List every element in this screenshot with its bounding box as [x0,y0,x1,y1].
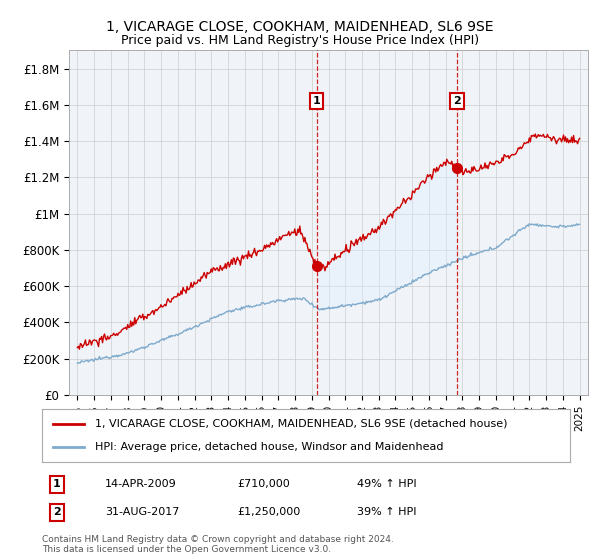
Text: 1, VICARAGE CLOSE, COOKHAM, MAIDENHEAD, SL6 9SE (detached house): 1, VICARAGE CLOSE, COOKHAM, MAIDENHEAD, … [95,419,508,429]
Text: £1,250,000: £1,250,000 [237,507,300,517]
Text: 1: 1 [313,96,320,106]
Text: 49% ↑ HPI: 49% ↑ HPI [357,479,416,489]
Text: Price paid vs. HM Land Registry's House Price Index (HPI): Price paid vs. HM Land Registry's House … [121,34,479,46]
Text: 2: 2 [53,507,61,517]
Text: HPI: Average price, detached house, Windsor and Maidenhead: HPI: Average price, detached house, Wind… [95,442,443,452]
Text: 2: 2 [453,96,461,106]
Text: £710,000: £710,000 [237,479,290,489]
Text: 14-APR-2009: 14-APR-2009 [105,479,177,489]
Text: 39% ↑ HPI: 39% ↑ HPI [357,507,416,517]
Text: Contains HM Land Registry data © Crown copyright and database right 2024.
This d: Contains HM Land Registry data © Crown c… [42,535,394,554]
Text: 1, VICARAGE CLOSE, COOKHAM, MAIDENHEAD, SL6 9SE: 1, VICARAGE CLOSE, COOKHAM, MAIDENHEAD, … [106,20,494,34]
Text: 31-AUG-2017: 31-AUG-2017 [105,507,179,517]
Text: 1: 1 [53,479,61,489]
